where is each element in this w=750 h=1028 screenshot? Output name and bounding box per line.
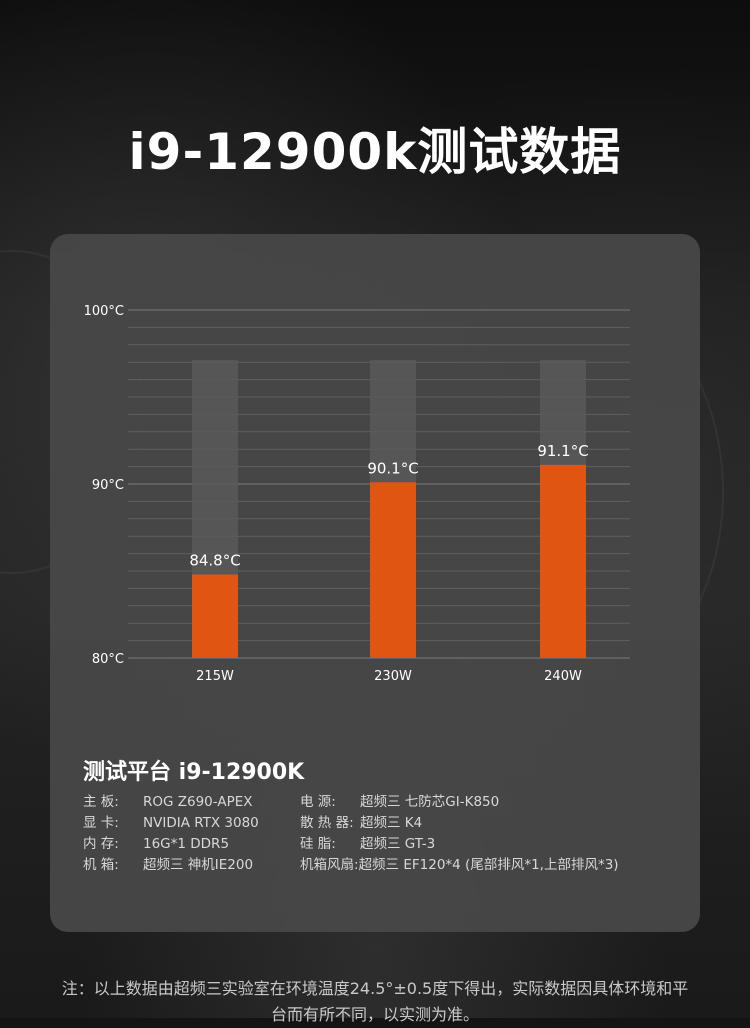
bar (540, 464, 586, 658)
spec-value: 超频三 K4 (360, 815, 423, 831)
spec-label: 散 热 器: (300, 815, 354, 831)
page-title: i9-12900k测试数据 (128, 123, 622, 181)
y-tick-label: 100°C (84, 304, 124, 319)
spec-value: 16G*1 DDR5 (143, 836, 230, 852)
spec-label: 电 源: (300, 794, 336, 810)
y-tick-label: 90°C (92, 478, 124, 493)
spec-item: 电 源: 超频三 七防芯GI-K850 (300, 794, 683, 810)
data-label: 84.8°C (189, 551, 240, 569)
spec-item: 内 存: 16G*1 DDR5 (83, 836, 300, 852)
spec-value: NVIDIA RTX 3080 (143, 815, 259, 831)
bar (192, 574, 238, 658)
data-label: 90.1°C (367, 459, 418, 477)
spec-value: 超频三 GT-3 (360, 836, 436, 852)
spec-item: 机箱风扇:超频三 EF120*4 (尾部排风*1,上部排风*3) (300, 857, 683, 873)
footnote: 注：以上数据由超频三实验室在环境温度24.5°±0.5度下得出，实际数据因具体环… (61, 979, 689, 1024)
x-tick-label: 230W (374, 669, 412, 684)
y-tick-label: 80°C (92, 652, 124, 667)
spec-item: 机 箱: 超频三 神机IE200 (83, 857, 300, 873)
spec-label: 显 卡: (83, 815, 119, 831)
x-tick-label: 240W (544, 669, 582, 684)
spec-item: 硅 脂: 超频三 GT-3 (300, 836, 683, 852)
spec-label: 主 板: (83, 794, 119, 810)
spec-label: 机 箱: (83, 857, 119, 873)
spec-item: 散 热 器: 超频三 K4 (300, 815, 683, 831)
spec-value: 超频三 七防芯GI-K850 (360, 794, 500, 810)
x-tick-label: 215W (196, 669, 234, 684)
data-label: 91.1°C (537, 442, 588, 460)
chart-panel: 80°C 90°C 100°C 84.8°C 215W 90.1°C 230W 91.1°C 2… (50, 234, 700, 932)
spec-value: ROG Z690-APEX (143, 794, 253, 810)
temperature-bar-chart: 80°C 90°C 100°C 84.8°C 215W 90.1°C 230W 91.1°C 2… (84, 304, 630, 684)
spec-label: 内 存: (83, 836, 119, 852)
spec-list: 主 板: ROG Z690-APEX 电 源: 超频三 七防芯GI-K850 显 卡… (83, 794, 683, 873)
bar (370, 482, 416, 658)
spec-item: 主 板: ROG Z690-APEX (83, 794, 300, 810)
spec-item: 显 卡: NVIDIA RTX 3080 (83, 815, 300, 831)
spec-label: 硅 脂: (300, 836, 336, 852)
spec-label: 机箱风扇: (300, 857, 359, 873)
spec-value: 超频三 EF120*4 (尾部排风*1,上部排风*3) (358, 857, 619, 873)
spec-value: 超频三 神机IE200 (143, 857, 254, 873)
spec-title: 测试平台 i9-12900K (83, 760, 305, 785)
